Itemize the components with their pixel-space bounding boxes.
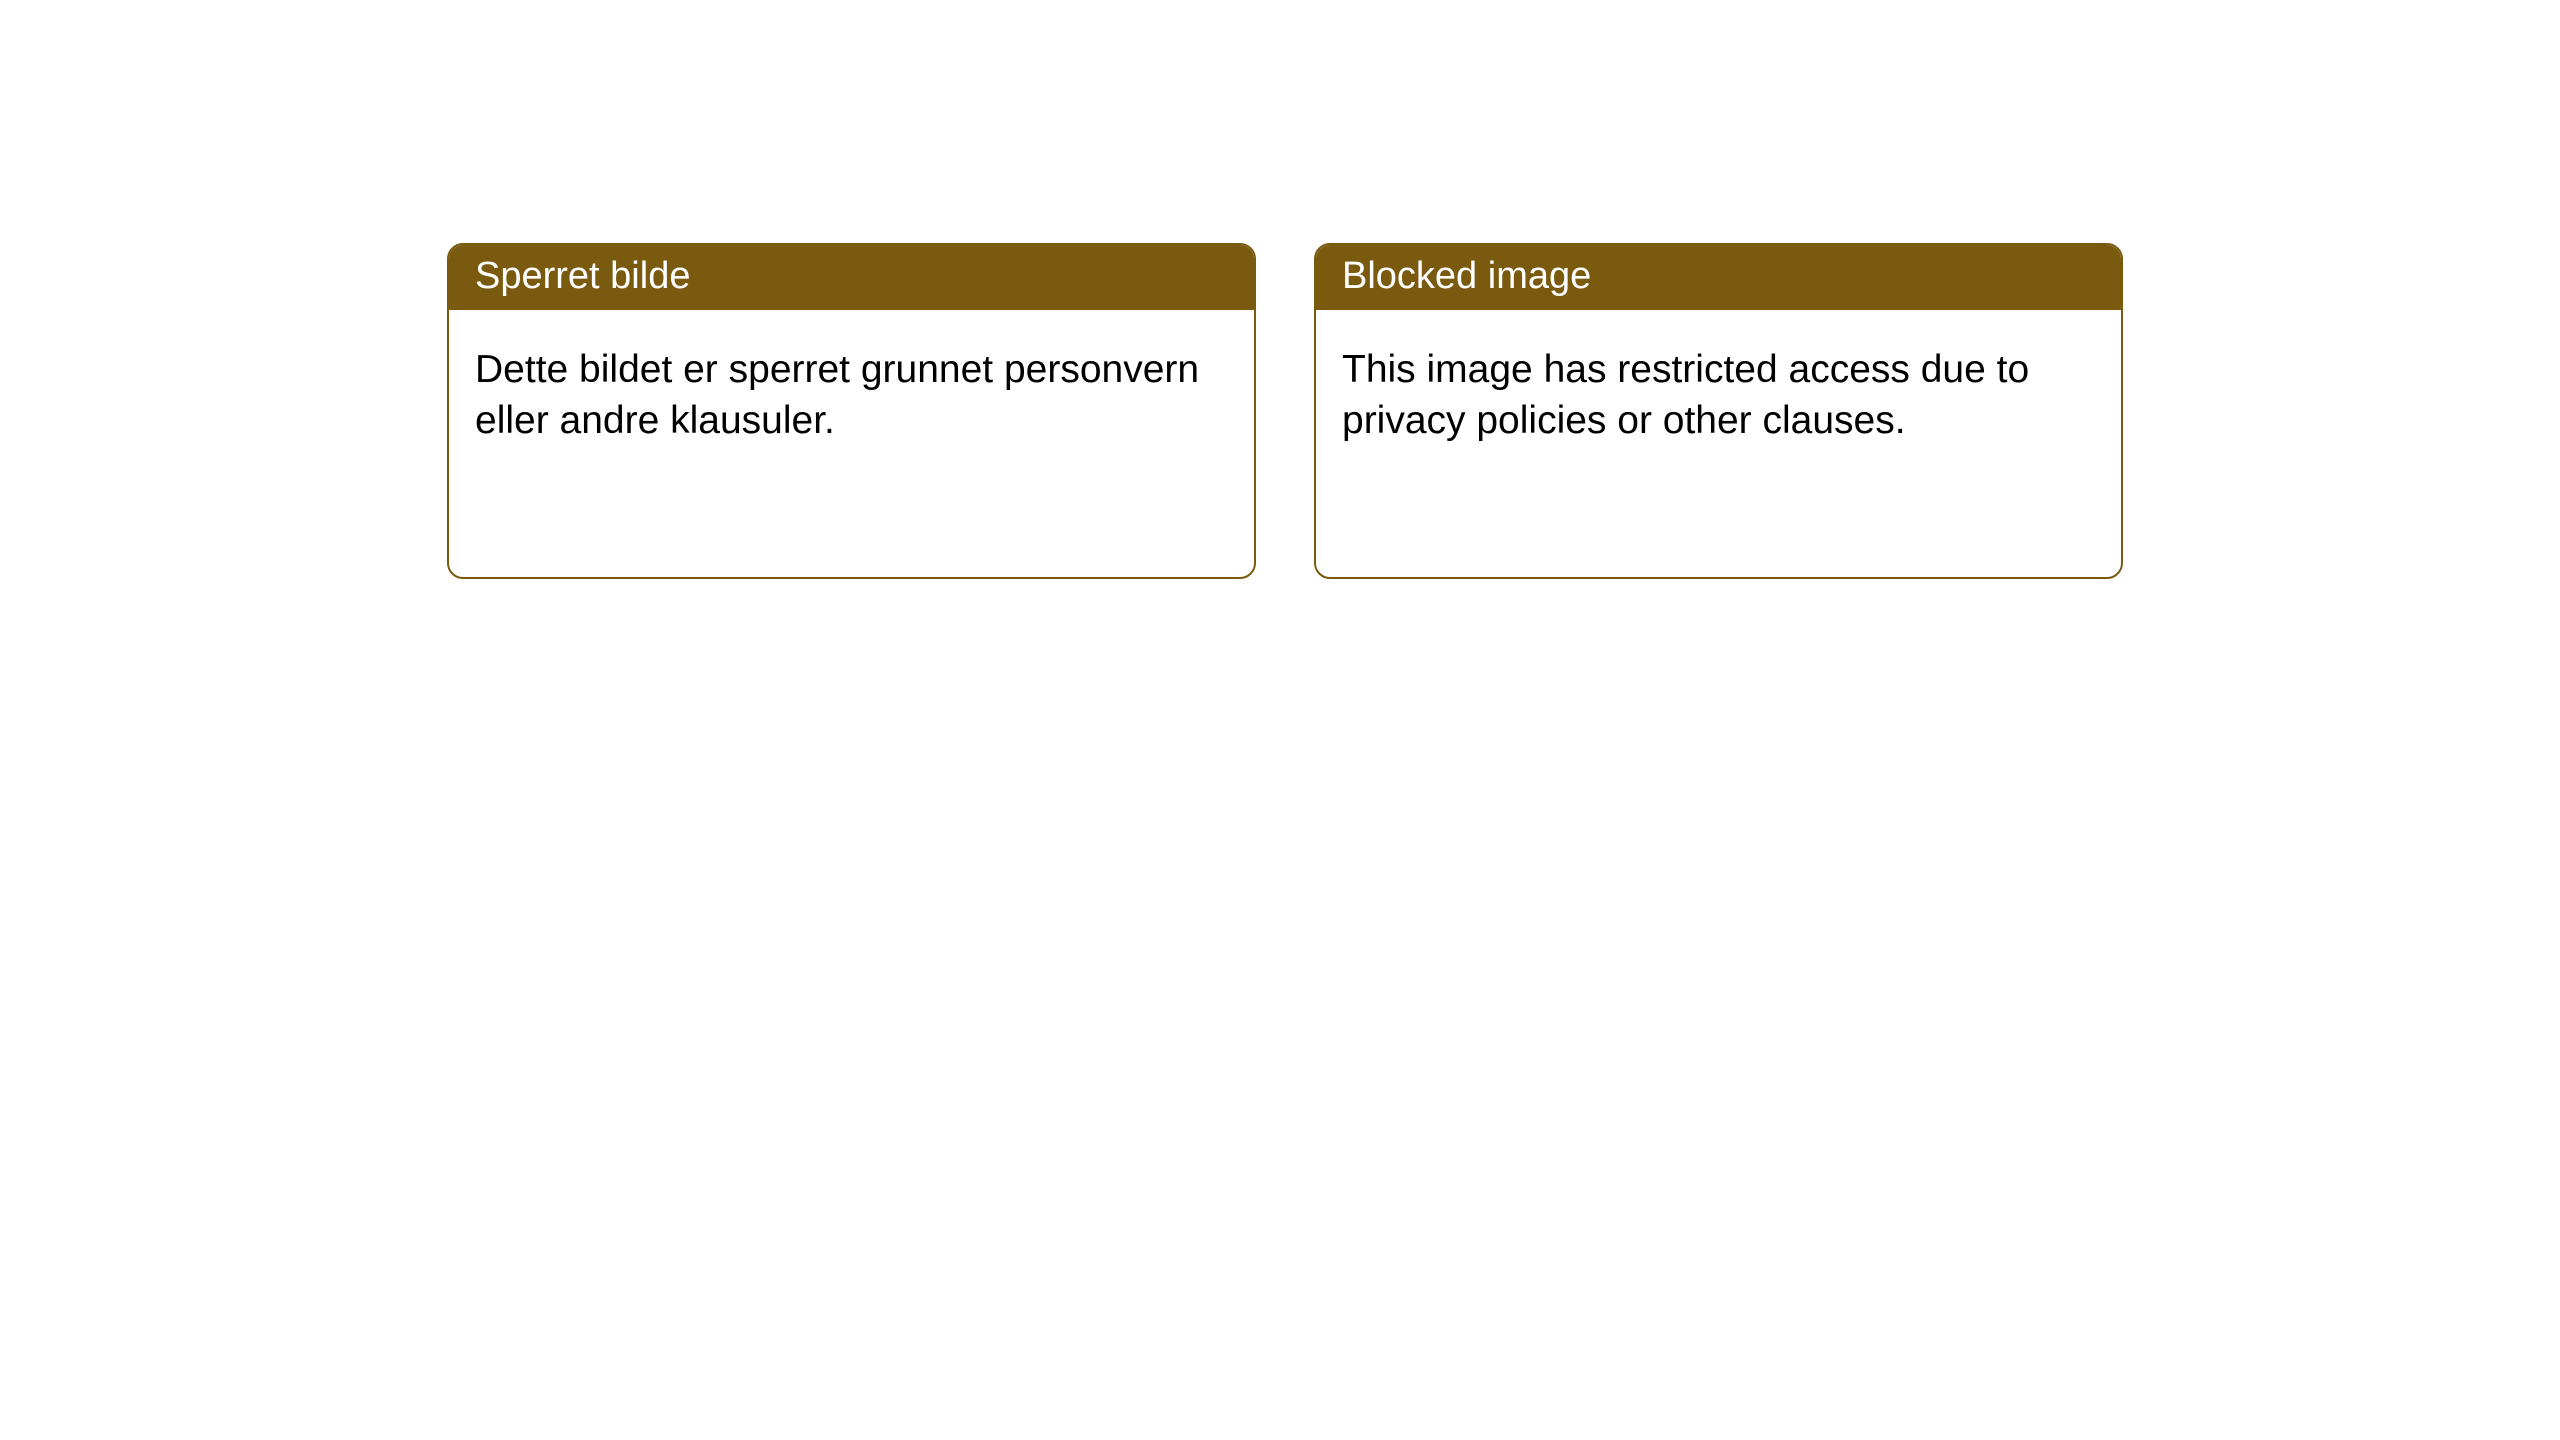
card-body: This image has restricted access due to …: [1316, 310, 2121, 481]
notice-card-norwegian: Sperret bilde Dette bildet er sperret gr…: [447, 243, 1256, 579]
card-header: Sperret bilde: [449, 245, 1254, 310]
notice-container: Sperret bilde Dette bildet er sperret gr…: [447, 243, 2123, 579]
card-body: Dette bildet er sperret grunnet personve…: [449, 310, 1254, 481]
notice-card-english: Blocked image This image has restricted …: [1314, 243, 2123, 579]
card-header: Blocked image: [1316, 245, 2121, 310]
